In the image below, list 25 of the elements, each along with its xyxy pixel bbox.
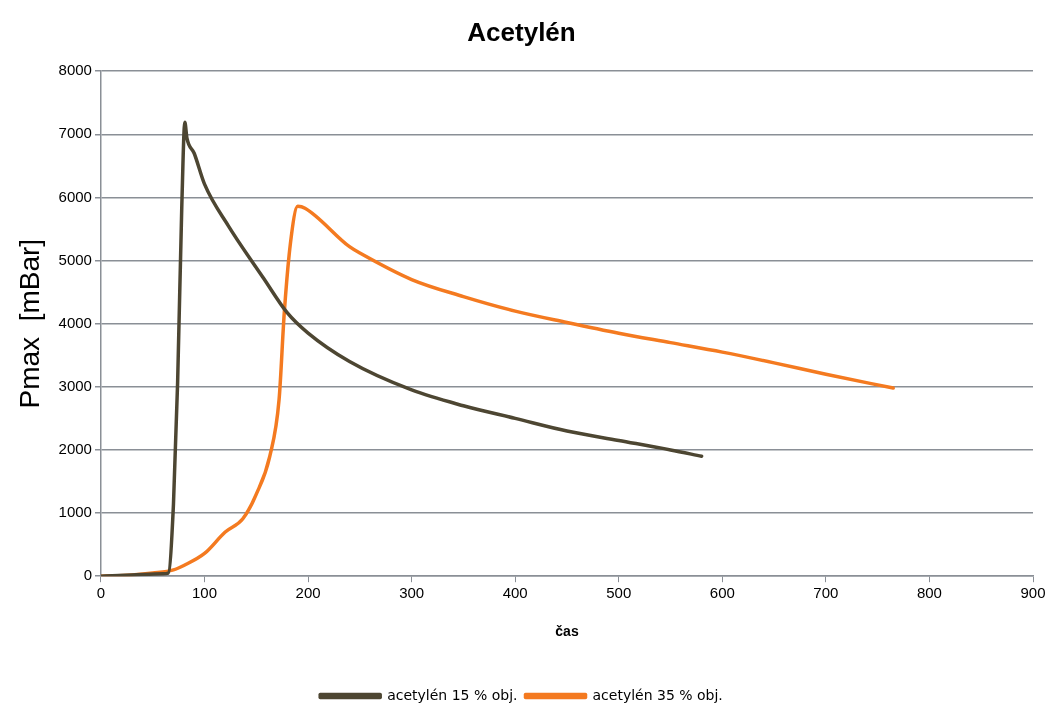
x-tick-label: 800 xyxy=(916,584,942,602)
x-tick-label: 200 xyxy=(295,584,321,602)
x-tick-label: 900 xyxy=(1020,584,1046,602)
y-tick-label: 3000 xyxy=(58,376,92,394)
y-tick-label: 0 xyxy=(83,566,92,584)
y-tick-label: 5000 xyxy=(58,250,92,268)
legend-label: acetylén 15 % obj. xyxy=(387,686,518,703)
x-tick-label: 600 xyxy=(709,584,735,602)
x-tick-label: 700 xyxy=(813,584,839,602)
y-tick-label: 6000 xyxy=(58,187,92,205)
x-tick-label: 400 xyxy=(502,584,528,602)
y-tick-label: 8000 xyxy=(58,61,92,79)
x-tick-label: 500 xyxy=(606,584,632,602)
x-tick-label: 100 xyxy=(192,584,218,602)
x-tick-label: 300 xyxy=(399,584,425,602)
x-tick-label: 0 xyxy=(96,584,106,602)
y-tick-label: 7000 xyxy=(58,124,92,142)
chart-title: Acetylén xyxy=(467,16,576,47)
x-axis-title: čas xyxy=(555,623,579,640)
line-series xyxy=(100,120,704,577)
y-tick-label: 4000 xyxy=(58,313,92,331)
legend-label: acetylén 35 % obj. xyxy=(592,686,723,703)
y-axis-title: Pmax [mBar] xyxy=(13,238,45,409)
y-tick-label: 2000 xyxy=(58,440,92,458)
y-tick-label: 1000 xyxy=(58,503,92,521)
